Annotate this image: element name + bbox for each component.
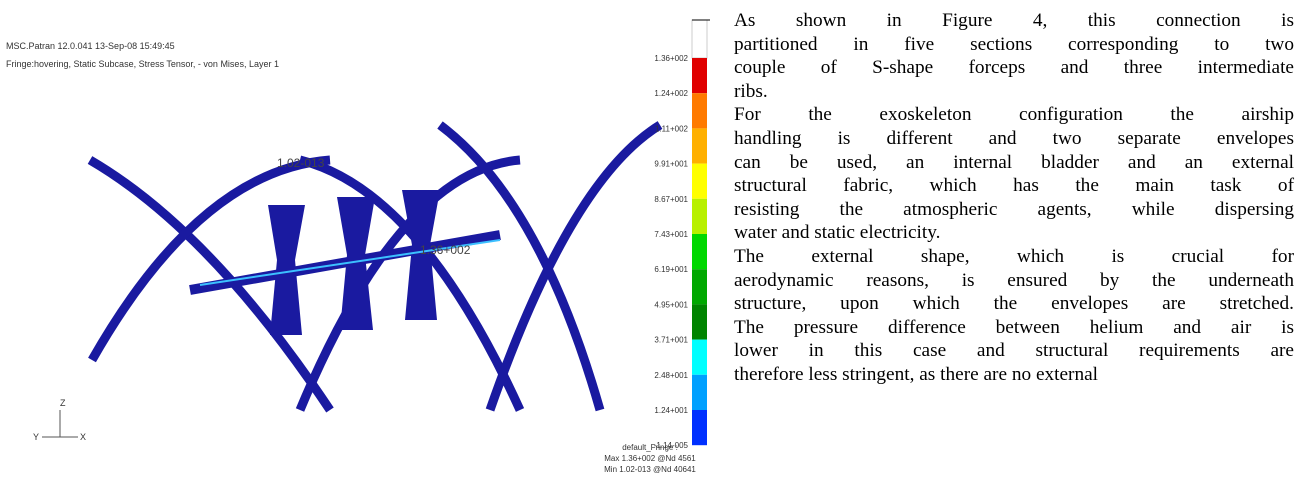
text-line: resisting the atmospheric agents, while … [734,198,1294,222]
axis-label: X [80,432,86,442]
figure-footer: Min 1.02-013 @Nd 40641 [604,465,696,474]
text-line: structure, upon which the envelopes are … [734,292,1294,316]
figure-header: Fringe:hovering, Static Subcase, Stress … [6,59,279,69]
model [90,125,660,410]
colorbar-label: 9.91+001 [654,160,688,169]
colorbar-band [692,375,707,410]
colorbar-band [692,269,707,304]
text-line: partitioned in five sections correspondi… [734,33,1294,57]
colorbar-band [692,410,707,445]
colorbar-band [692,58,707,93]
colorbar-band [692,234,707,269]
colorbar-label: 1.24+001 [654,406,688,415]
colorbar-band [692,304,707,339]
figure-footer: default_Fringe : [622,443,678,452]
colorbar-label: 4.95+001 [654,300,688,309]
text-line: can be used, an internal bladder and an … [734,151,1294,175]
text-line: ribs. [734,80,1294,104]
colorbar-label: 1.11+002 [655,124,689,133]
colorbar-label: 1.36+002 [654,54,688,63]
colorbar-label: 2.48+001 [654,371,688,380]
text-line: handling is different and two separate e… [734,127,1294,151]
text-line: therefore less stringent, as there are n… [734,363,1294,387]
colorbar-label: 8.67+001 [654,195,688,204]
colorbar: 1.36+002 1.24+002 1.11+002 9.91+001 8.67+001… [654,54,707,450]
colorbar-label: 7.43+001 [654,230,688,239]
colorbar-band [692,164,707,199]
axis-label: Z [60,398,66,408]
text-line: aerodynamic reasons, is ensured by the u… [734,269,1294,293]
colorbar-top [692,20,707,58]
text-line: lower in this case and structural requir… [734,339,1294,363]
text-line: The pressure difference between helium a… [734,316,1294,340]
annotation: 1.36+002 [420,243,471,257]
text-line: couple of S-shape forceps and three inte… [734,56,1294,80]
colorbar-band [692,128,707,163]
colorbar-band [692,93,707,128]
colorbar-label: 1.24+002 [654,89,688,98]
colorbar-band [692,340,707,375]
figure-header: MSC.Patran 12.0.041 13-Sep-08 15:49:45 [6,41,175,51]
text-line: structural fabric, which has the main ta… [734,174,1294,198]
body-text: As shown in Figure 4, this connection is… [734,9,1294,387]
annotation: 1.02-013 [277,156,325,170]
figure-footer: Max 1.36+002 @Nd 4561 [604,454,696,463]
page: MSC.Patran 12.0.041 13-Sep-08 15:49:45 F… [0,0,1300,482]
axis-label: Y [33,432,39,442]
colorbar-label: 6.19+001 [654,265,688,274]
text-line: For the exoskeleton configuration the ai… [734,103,1294,127]
text-line: The external shape, which is crucial for [734,245,1294,269]
colorbar-label: 3.71+001 [654,336,688,345]
colorbar-band [692,199,707,234]
fe-figure: MSC.Patran 12.0.041 13-Sep-08 15:49:45 F… [0,0,715,482]
axes-triad [42,410,78,437]
text-line: As shown in Figure 4, this connection is [734,9,1294,33]
text-line: water and static electricity. [734,221,1294,245]
